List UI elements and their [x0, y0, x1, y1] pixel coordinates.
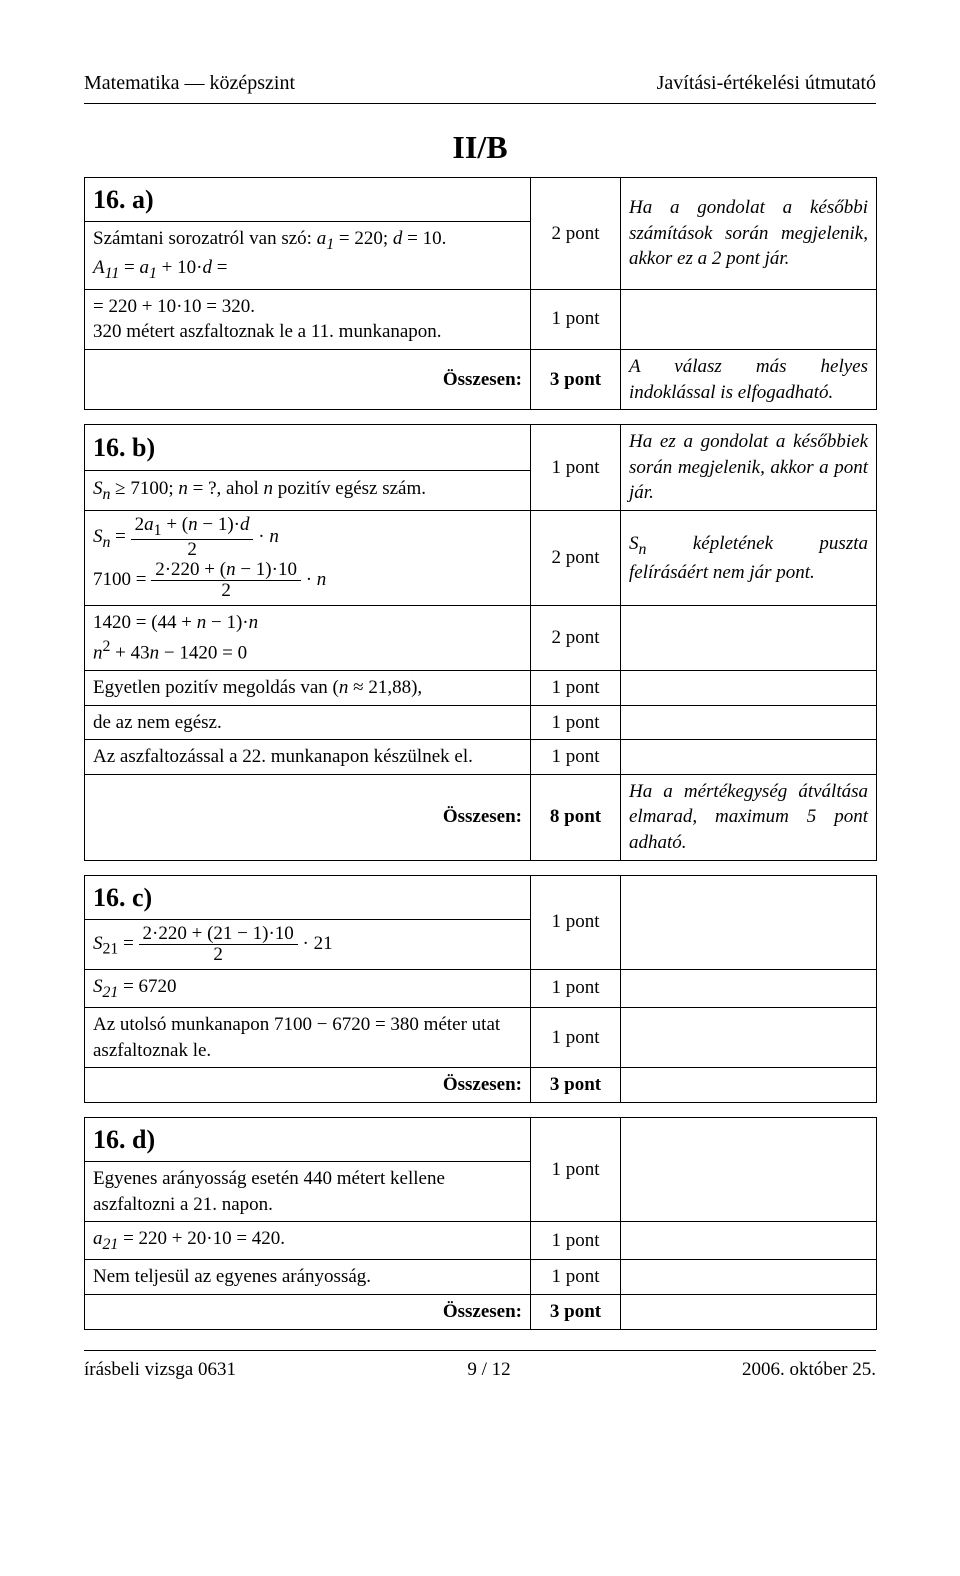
block-title: 16. d) [85, 1117, 531, 1161]
step-cell: S21 = 2·220 + (21 − 1)·102 · 21 [85, 919, 531, 969]
points-cell: 1 pont [531, 425, 621, 511]
points-cell: 8 pont [531, 774, 621, 860]
note-cell [621, 1007, 877, 1067]
title-16b: 16. b) [93, 433, 155, 462]
step-cell: Sn ≥ 7100; n = ?, ahol n pozitív egész s… [85, 471, 531, 511]
footer-right: 2006. október 25. [742, 1357, 876, 1383]
points-cell: 1 pont [531, 1007, 621, 1067]
note-cell: Sn képletének puszta felírásáért nem jár… [621, 511, 877, 606]
block-title: 16. c) [85, 875, 531, 919]
points-cell: 1 pont [531, 289, 621, 349]
header-left: Matematika — középszint [84, 70, 295, 97]
footer-center: 9 / 12 [467, 1357, 510, 1383]
step-cell: Egyetlen pozitív megoldás van (n ≈ 21,88… [85, 670, 531, 705]
footer-divider [84, 1350, 876, 1351]
points-cell: 2 pont [531, 178, 621, 289]
total-cell: Összesen: [85, 774, 531, 860]
points-cell: 1 pont [531, 1260, 621, 1295]
points-cell: 1 pont [531, 705, 621, 740]
note-cell [621, 1068, 877, 1103]
total-cell: Összesen: [85, 1068, 531, 1103]
step-cell: de az nem egész. [85, 705, 531, 740]
points-cell: 3 pont [531, 349, 621, 409]
block-title: 16. a) [85, 178, 531, 222]
note-cell [621, 606, 877, 671]
header-divider [84, 103, 876, 104]
note-cell [621, 289, 877, 349]
note-cell [621, 740, 877, 775]
title-16c: 16. c) [93, 883, 152, 912]
points-cell: 1 pont [531, 1117, 621, 1221]
block-16d: 16. d) 1 pont Egyenes arányosság esetén … [84, 1117, 877, 1330]
points-cell: 1 pont [531, 740, 621, 775]
step-cell: Egyenes arányosság esetén 440 métert kel… [85, 1161, 531, 1221]
points-cell: 1 pont [531, 1222, 621, 1260]
points-cell: 2 pont [531, 606, 621, 671]
note-cell [621, 705, 877, 740]
points-cell: 1 pont [531, 670, 621, 705]
step-cell: = 220 + 10·10 = 320.320 métert aszfaltoz… [85, 289, 531, 349]
step-cell: Az aszfaltozással a 22. munkanapon készü… [85, 740, 531, 775]
points-cell: 1 pont [531, 969, 621, 1007]
note-cell: Ha a gondolat a későbbi számítások során… [621, 178, 877, 289]
page-footer: írásbeli vizsga 0631 9 / 12 2006. októbe… [84, 1357, 876, 1383]
title-16a: 16. a) [93, 185, 154, 214]
note-cell: Ha ez a gondolat a későbbiek során meg­j… [621, 425, 877, 511]
section-heading: II/B [84, 126, 876, 169]
note-cell [621, 1222, 877, 1260]
footer-left: írásbeli vizsga 0631 [84, 1357, 236, 1383]
title-16d: 16. d) [93, 1125, 155, 1154]
note-cell [621, 670, 877, 705]
note-cell [621, 1294, 877, 1329]
points-cell: 1 pont [531, 875, 621, 969]
total-cell: Összesen: [85, 349, 531, 409]
points-cell: 3 pont [531, 1294, 621, 1329]
points-cell: 3 pont [531, 1068, 621, 1103]
block-16b: 16. b) 1 pont Ha ez a gondolat a későbbi… [84, 424, 877, 861]
step-cell: Számtani sorozatról van szó: a1 = 220; d… [85, 222, 531, 289]
step-cell: Nem teljesül az egyenes arányosság. [85, 1260, 531, 1295]
block-16a: 16. a) 2 pont Ha a gondolat a későbbi sz… [84, 177, 877, 410]
step-cell: Sn = 2a1 + (n − 1)·d2 · n7100 = 2·220 + … [85, 511, 531, 606]
points-cell: 2 pont [531, 511, 621, 606]
note-cell: A válasz más helyes indoklással is elfo­… [621, 349, 877, 409]
step-cell: Az utolsó munkanapon 7100 − 6720 = 380 m… [85, 1007, 531, 1067]
note-cell [621, 1117, 877, 1221]
step-cell: S21 = 6720 [85, 969, 531, 1007]
note-cell [621, 969, 877, 1007]
block-16c: 16. c) 1 pont S21 = 2·220 + (21 − 1)·102… [84, 875, 877, 1103]
note-cell: Ha a mértékegység átvál­tása elmarad, ma… [621, 774, 877, 860]
note-cell [621, 875, 877, 969]
block-title: 16. b) [85, 425, 531, 471]
note-cell [621, 1260, 877, 1295]
step-cell: 1420 = (44 + n − 1)·nn2 + 43n − 1420 = 0 [85, 606, 531, 671]
step-cell: a21 = 220 + 20·10 = 420. [85, 1222, 531, 1260]
total-cell: Összesen: [85, 1294, 531, 1329]
header-right: Javítási-értékelési útmutató [657, 70, 876, 97]
page-header: Matematika — középszint Javítási-értékel… [84, 70, 876, 97]
